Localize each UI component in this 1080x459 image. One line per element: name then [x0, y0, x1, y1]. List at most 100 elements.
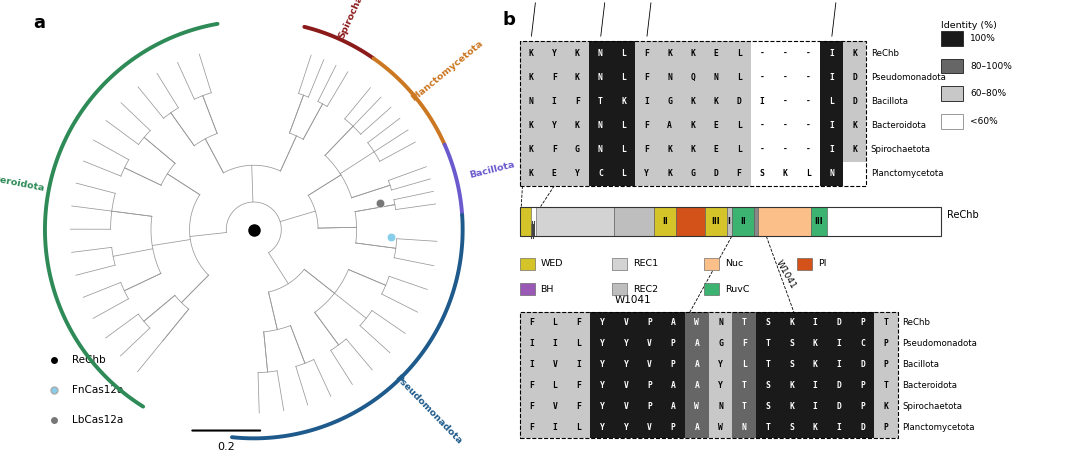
Bar [591, 396, 615, 417]
Bar [732, 417, 756, 438]
Bar [589, 114, 612, 138]
Bar [519, 207, 942, 236]
Text: V: V [623, 318, 629, 327]
Bar [519, 90, 542, 113]
Bar [612, 258, 627, 270]
Bar [704, 258, 719, 270]
Text: L: L [737, 73, 742, 82]
Text: D: D [737, 97, 742, 106]
Bar [542, 65, 566, 90]
Bar [685, 396, 708, 417]
Text: K: K [575, 49, 580, 58]
Text: K: K [852, 121, 858, 130]
Bar [758, 207, 811, 236]
Bar [638, 396, 661, 417]
Text: T: T [883, 381, 889, 390]
Text: T: T [766, 423, 770, 432]
Bar [635, 138, 658, 162]
Bar [708, 333, 732, 354]
Text: P: P [647, 318, 652, 327]
Text: Q: Q [690, 73, 696, 82]
Text: T: T [883, 318, 889, 327]
Bar [612, 114, 635, 138]
Bar [519, 114, 542, 138]
Bar [567, 354, 591, 375]
Text: D: D [860, 423, 865, 432]
Text: Bacteroidota: Bacteroidota [903, 381, 958, 390]
Text: G: G [575, 145, 580, 154]
Text: N: N [598, 121, 603, 130]
Text: G: G [718, 339, 723, 348]
Bar [566, 162, 589, 186]
Text: Spirochaetota: Spirochaetota [337, 0, 376, 40]
Bar [612, 138, 635, 162]
Text: K: K [667, 169, 672, 179]
Bar [638, 375, 661, 396]
Bar [566, 114, 589, 138]
Bar [589, 65, 612, 90]
Bar [542, 162, 566, 186]
Text: N: N [528, 97, 534, 106]
Text: a: a [33, 14, 45, 32]
Bar [851, 417, 875, 438]
Text: I: I [577, 360, 581, 369]
Text: P: P [883, 423, 889, 432]
Text: -: - [806, 121, 811, 130]
Text: I: I [529, 360, 534, 369]
Text: WED: WED [540, 259, 563, 269]
Text: I: I [829, 49, 834, 58]
Text: ReChb: ReChb [72, 355, 106, 365]
Text: L: L [621, 145, 626, 154]
Text: A: A [671, 402, 676, 411]
Text: A: A [694, 360, 700, 369]
Bar [567, 396, 591, 417]
Text: P: P [860, 381, 865, 390]
Text: E: E [714, 145, 718, 154]
Text: Spirochaetota: Spirochaetota [870, 145, 931, 154]
Text: F: F [644, 145, 649, 154]
Text: T: T [766, 360, 770, 369]
Bar [542, 114, 566, 138]
Text: T: T [742, 402, 746, 411]
Text: V: V [647, 360, 652, 369]
Text: -: - [759, 73, 765, 82]
Text: D: D [852, 73, 858, 82]
Bar [661, 312, 685, 333]
Text: I: I [553, 339, 557, 348]
Text: W: W [694, 402, 700, 411]
Bar [542, 138, 566, 162]
Text: C: C [860, 339, 865, 348]
Text: V: V [647, 339, 652, 348]
Text: K: K [528, 49, 534, 58]
Bar [704, 90, 728, 113]
Bar [589, 138, 612, 162]
Text: I: I [829, 145, 834, 154]
Text: L: L [737, 121, 742, 130]
Text: I: I [836, 360, 841, 369]
Text: Y: Y [599, 381, 605, 390]
Text: C: C [598, 169, 603, 179]
Text: I: I [836, 423, 841, 432]
Bar [732, 354, 756, 375]
Bar [658, 114, 681, 138]
Bar [519, 333, 543, 354]
Bar [708, 312, 732, 333]
Text: N: N [829, 169, 834, 179]
Bar [851, 375, 875, 396]
Bar [756, 417, 780, 438]
Text: T: T [742, 318, 746, 327]
Bar [708, 396, 732, 417]
Text: b: b [502, 11, 515, 29]
Bar [638, 417, 661, 438]
Bar [797, 258, 812, 270]
Bar [820, 41, 843, 65]
Text: ReChb: ReChb [870, 49, 899, 58]
Text: F: F [577, 381, 581, 390]
Text: V: V [553, 360, 557, 369]
Bar [756, 333, 780, 354]
Text: N: N [598, 73, 603, 82]
Bar [635, 41, 658, 65]
Text: Y: Y [599, 402, 605, 411]
Bar [811, 207, 827, 236]
Text: -: - [783, 121, 787, 130]
